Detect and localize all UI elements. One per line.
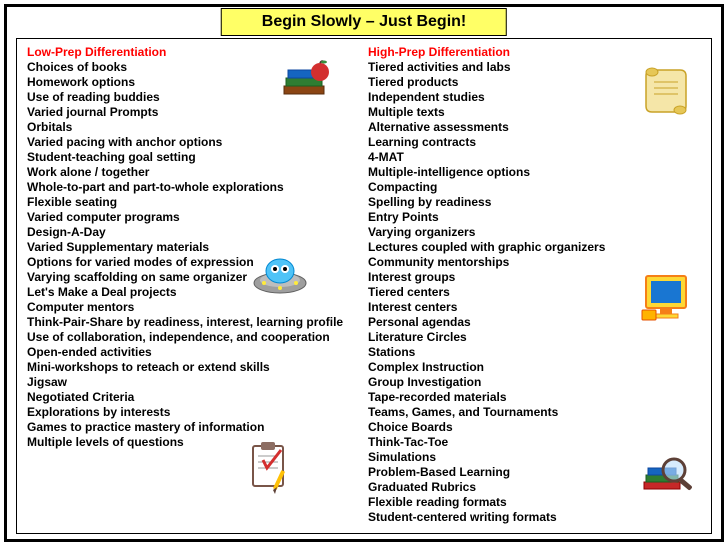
list-item: Multiple-intelligence options bbox=[368, 165, 701, 180]
list-item: Varying scaffolding on same organizer bbox=[27, 270, 360, 285]
list-item: Negotiated Criteria bbox=[27, 390, 360, 405]
list-item: Interest centers bbox=[368, 300, 701, 315]
list-item: Mini-workshops to reteach or extend skil… bbox=[27, 360, 360, 375]
list-item: Varied pacing with anchor options bbox=[27, 135, 360, 150]
list-item: Think-Tac-Toe bbox=[368, 435, 701, 450]
list-item: Flexible reading formats bbox=[368, 495, 701, 510]
list-item: Graduated Rubrics bbox=[368, 480, 701, 495]
list-item: Spelling by readiness bbox=[368, 195, 701, 210]
list-item: Lectures coupled with graphic organizers bbox=[368, 240, 701, 255]
list-item: Complex Instruction bbox=[368, 360, 701, 375]
list-item: Games to practice mastery of information bbox=[27, 420, 360, 435]
list-item: Let's Make a Deal projects bbox=[27, 285, 360, 300]
list-item: Varied computer programs bbox=[27, 210, 360, 225]
list-item: Choices of books bbox=[27, 60, 360, 75]
list-item: Multiple texts bbox=[368, 105, 701, 120]
list-item: Independent studies bbox=[368, 90, 701, 105]
left-column: Low-Prep Differentiation Choices of book… bbox=[27, 45, 360, 527]
list-item: Varied journal Prompts bbox=[27, 105, 360, 120]
list-item: Homework options bbox=[27, 75, 360, 90]
list-item: Flexible seating bbox=[27, 195, 360, 210]
list-item: Interest groups bbox=[368, 270, 701, 285]
list-item: Design-A-Day bbox=[27, 225, 360, 240]
list-item: Open-ended activities bbox=[27, 345, 360, 360]
list-item: Alternative assessments bbox=[368, 120, 701, 135]
title-text: Begin Slowly – Just Begin! bbox=[262, 13, 466, 30]
list-item: Varying organizers bbox=[368, 225, 701, 240]
list-item: Compacting bbox=[368, 180, 701, 195]
list-item: Use of reading buddies bbox=[27, 90, 360, 105]
list-item: Literature Circles bbox=[368, 330, 701, 345]
content-box: Low-Prep Differentiation Choices of book… bbox=[16, 38, 712, 534]
list-item: Tiered centers bbox=[368, 285, 701, 300]
list-item: Learning contracts bbox=[368, 135, 701, 150]
list-item: Group Investigation bbox=[368, 375, 701, 390]
list-item: Stations bbox=[368, 345, 701, 360]
list-item: Computer mentors bbox=[27, 300, 360, 315]
list-item: Tiered products bbox=[368, 75, 701, 90]
right-column: High-Prep Differentiation Tiered activit… bbox=[368, 45, 701, 527]
list-item: Work alone / together bbox=[27, 165, 360, 180]
left-items-list: Choices of booksHomework optionsUse of r… bbox=[27, 60, 360, 450]
list-item: Personal agendas bbox=[368, 315, 701, 330]
list-item: Simulations bbox=[368, 450, 701, 465]
list-item: Options for varied modes of expression bbox=[27, 255, 360, 270]
list-item: Orbitals bbox=[27, 120, 360, 135]
list-item: Student-teaching goal setting bbox=[27, 150, 360, 165]
list-item: Tape-recorded materials bbox=[368, 390, 701, 405]
list-item: Think-Pair-Share by readiness, interest,… bbox=[27, 315, 360, 330]
list-item: Whole-to-part and part-to-whole explorat… bbox=[27, 180, 360, 195]
list-item: Use of collaboration, independence, and … bbox=[27, 330, 360, 345]
list-item: Jigsaw bbox=[27, 375, 360, 390]
list-item: 4-MAT bbox=[368, 150, 701, 165]
list-item: Problem-Based Learning bbox=[368, 465, 701, 480]
list-item: Community mentorships bbox=[368, 255, 701, 270]
left-heading: Low-Prep Differentiation bbox=[27, 45, 360, 59]
list-item: Entry Points bbox=[368, 210, 701, 225]
right-items-list: Tiered activities and labsTiered product… bbox=[368, 60, 701, 525]
list-item: Varied Supplementary materials bbox=[27, 240, 360, 255]
list-item: Student-centered writing formats bbox=[368, 510, 701, 525]
list-item: Choice Boards bbox=[368, 420, 701, 435]
list-item: Multiple levels of questions bbox=[27, 435, 360, 450]
list-item: Tiered activities and labs bbox=[368, 60, 701, 75]
list-item: Explorations by interests bbox=[27, 405, 360, 420]
right-heading: High-Prep Differentiation bbox=[368, 45, 701, 59]
list-item: Teams, Games, and Tournaments bbox=[368, 405, 701, 420]
title-banner: Begin Slowly – Just Begin! bbox=[221, 8, 507, 36]
